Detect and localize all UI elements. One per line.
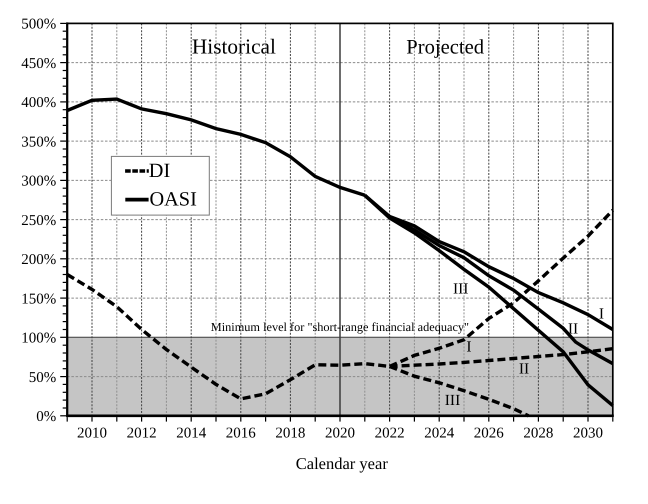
svg-text:250%: 250% <box>21 213 56 229</box>
svg-text:III: III <box>445 392 461 409</box>
svg-text:300%: 300% <box>21 174 56 190</box>
svg-text:2014: 2014 <box>176 426 207 442</box>
svg-text:2028: 2028 <box>523 426 553 442</box>
svg-text:Historical: Historical <box>192 35 276 59</box>
svg-text:I: I <box>599 306 604 323</box>
svg-text:Minimum level for "short-range: Minimum level for "short-range financial… <box>211 320 469 334</box>
svg-text:Calendar year: Calendar year <box>296 454 389 473</box>
svg-text:2022: 2022 <box>375 426 405 442</box>
svg-text:50%: 50% <box>29 370 57 386</box>
svg-text:0%: 0% <box>36 409 56 425</box>
svg-text:450%: 450% <box>21 56 56 72</box>
svg-text:2030: 2030 <box>573 426 603 442</box>
svg-text:DI: DI <box>149 160 171 182</box>
svg-text:400%: 400% <box>21 95 56 111</box>
svg-text:500%: 500% <box>21 17 56 33</box>
svg-text:2012: 2012 <box>127 426 157 442</box>
svg-text:200%: 200% <box>21 252 56 268</box>
svg-text:2024: 2024 <box>424 426 455 442</box>
svg-text:100%: 100% <box>21 331 56 347</box>
svg-text:150%: 150% <box>21 291 56 307</box>
svg-text:III: III <box>453 281 469 298</box>
svg-text:2020: 2020 <box>325 426 355 442</box>
svg-text:II: II <box>519 361 529 378</box>
svg-text:2010: 2010 <box>77 426 107 442</box>
svg-text:OASI: OASI <box>150 189 198 211</box>
svg-text:II: II <box>568 321 578 338</box>
svg-text:Projected: Projected <box>406 37 484 59</box>
svg-text:I: I <box>466 339 471 356</box>
svg-text:2016: 2016 <box>226 426 257 442</box>
svg-text:2026: 2026 <box>474 426 505 442</box>
svg-text:350%: 350% <box>21 134 56 150</box>
svg-text:2018: 2018 <box>275 426 305 442</box>
